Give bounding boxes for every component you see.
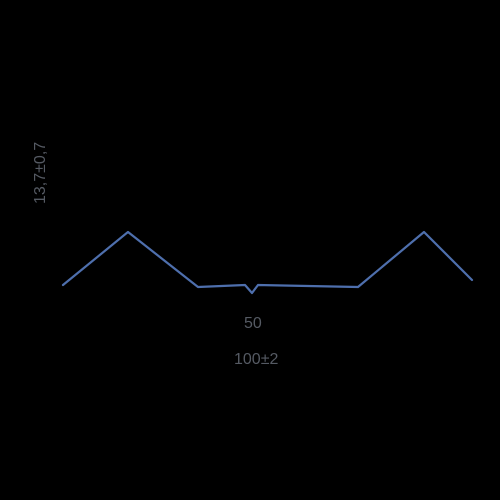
- half-pitch-dimension-label: 50: [244, 315, 262, 333]
- pitch-dimension-label: 100±2: [234, 351, 278, 369]
- profile-diagram: 13,7±0,7 50 100±2: [0, 0, 500, 500]
- height-dimension-label: 13,7±0,7: [32, 142, 50, 204]
- profile-line: [0, 0, 500, 500]
